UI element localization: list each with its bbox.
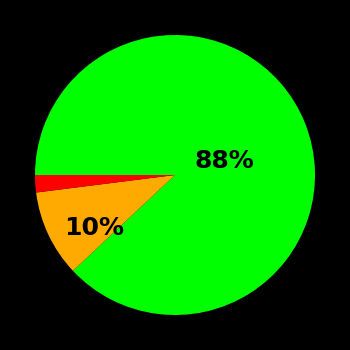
Text: 88%: 88% <box>194 149 254 173</box>
Wedge shape <box>35 175 175 192</box>
Text: 10%: 10% <box>64 216 124 240</box>
Wedge shape <box>35 35 315 315</box>
Wedge shape <box>36 175 175 271</box>
